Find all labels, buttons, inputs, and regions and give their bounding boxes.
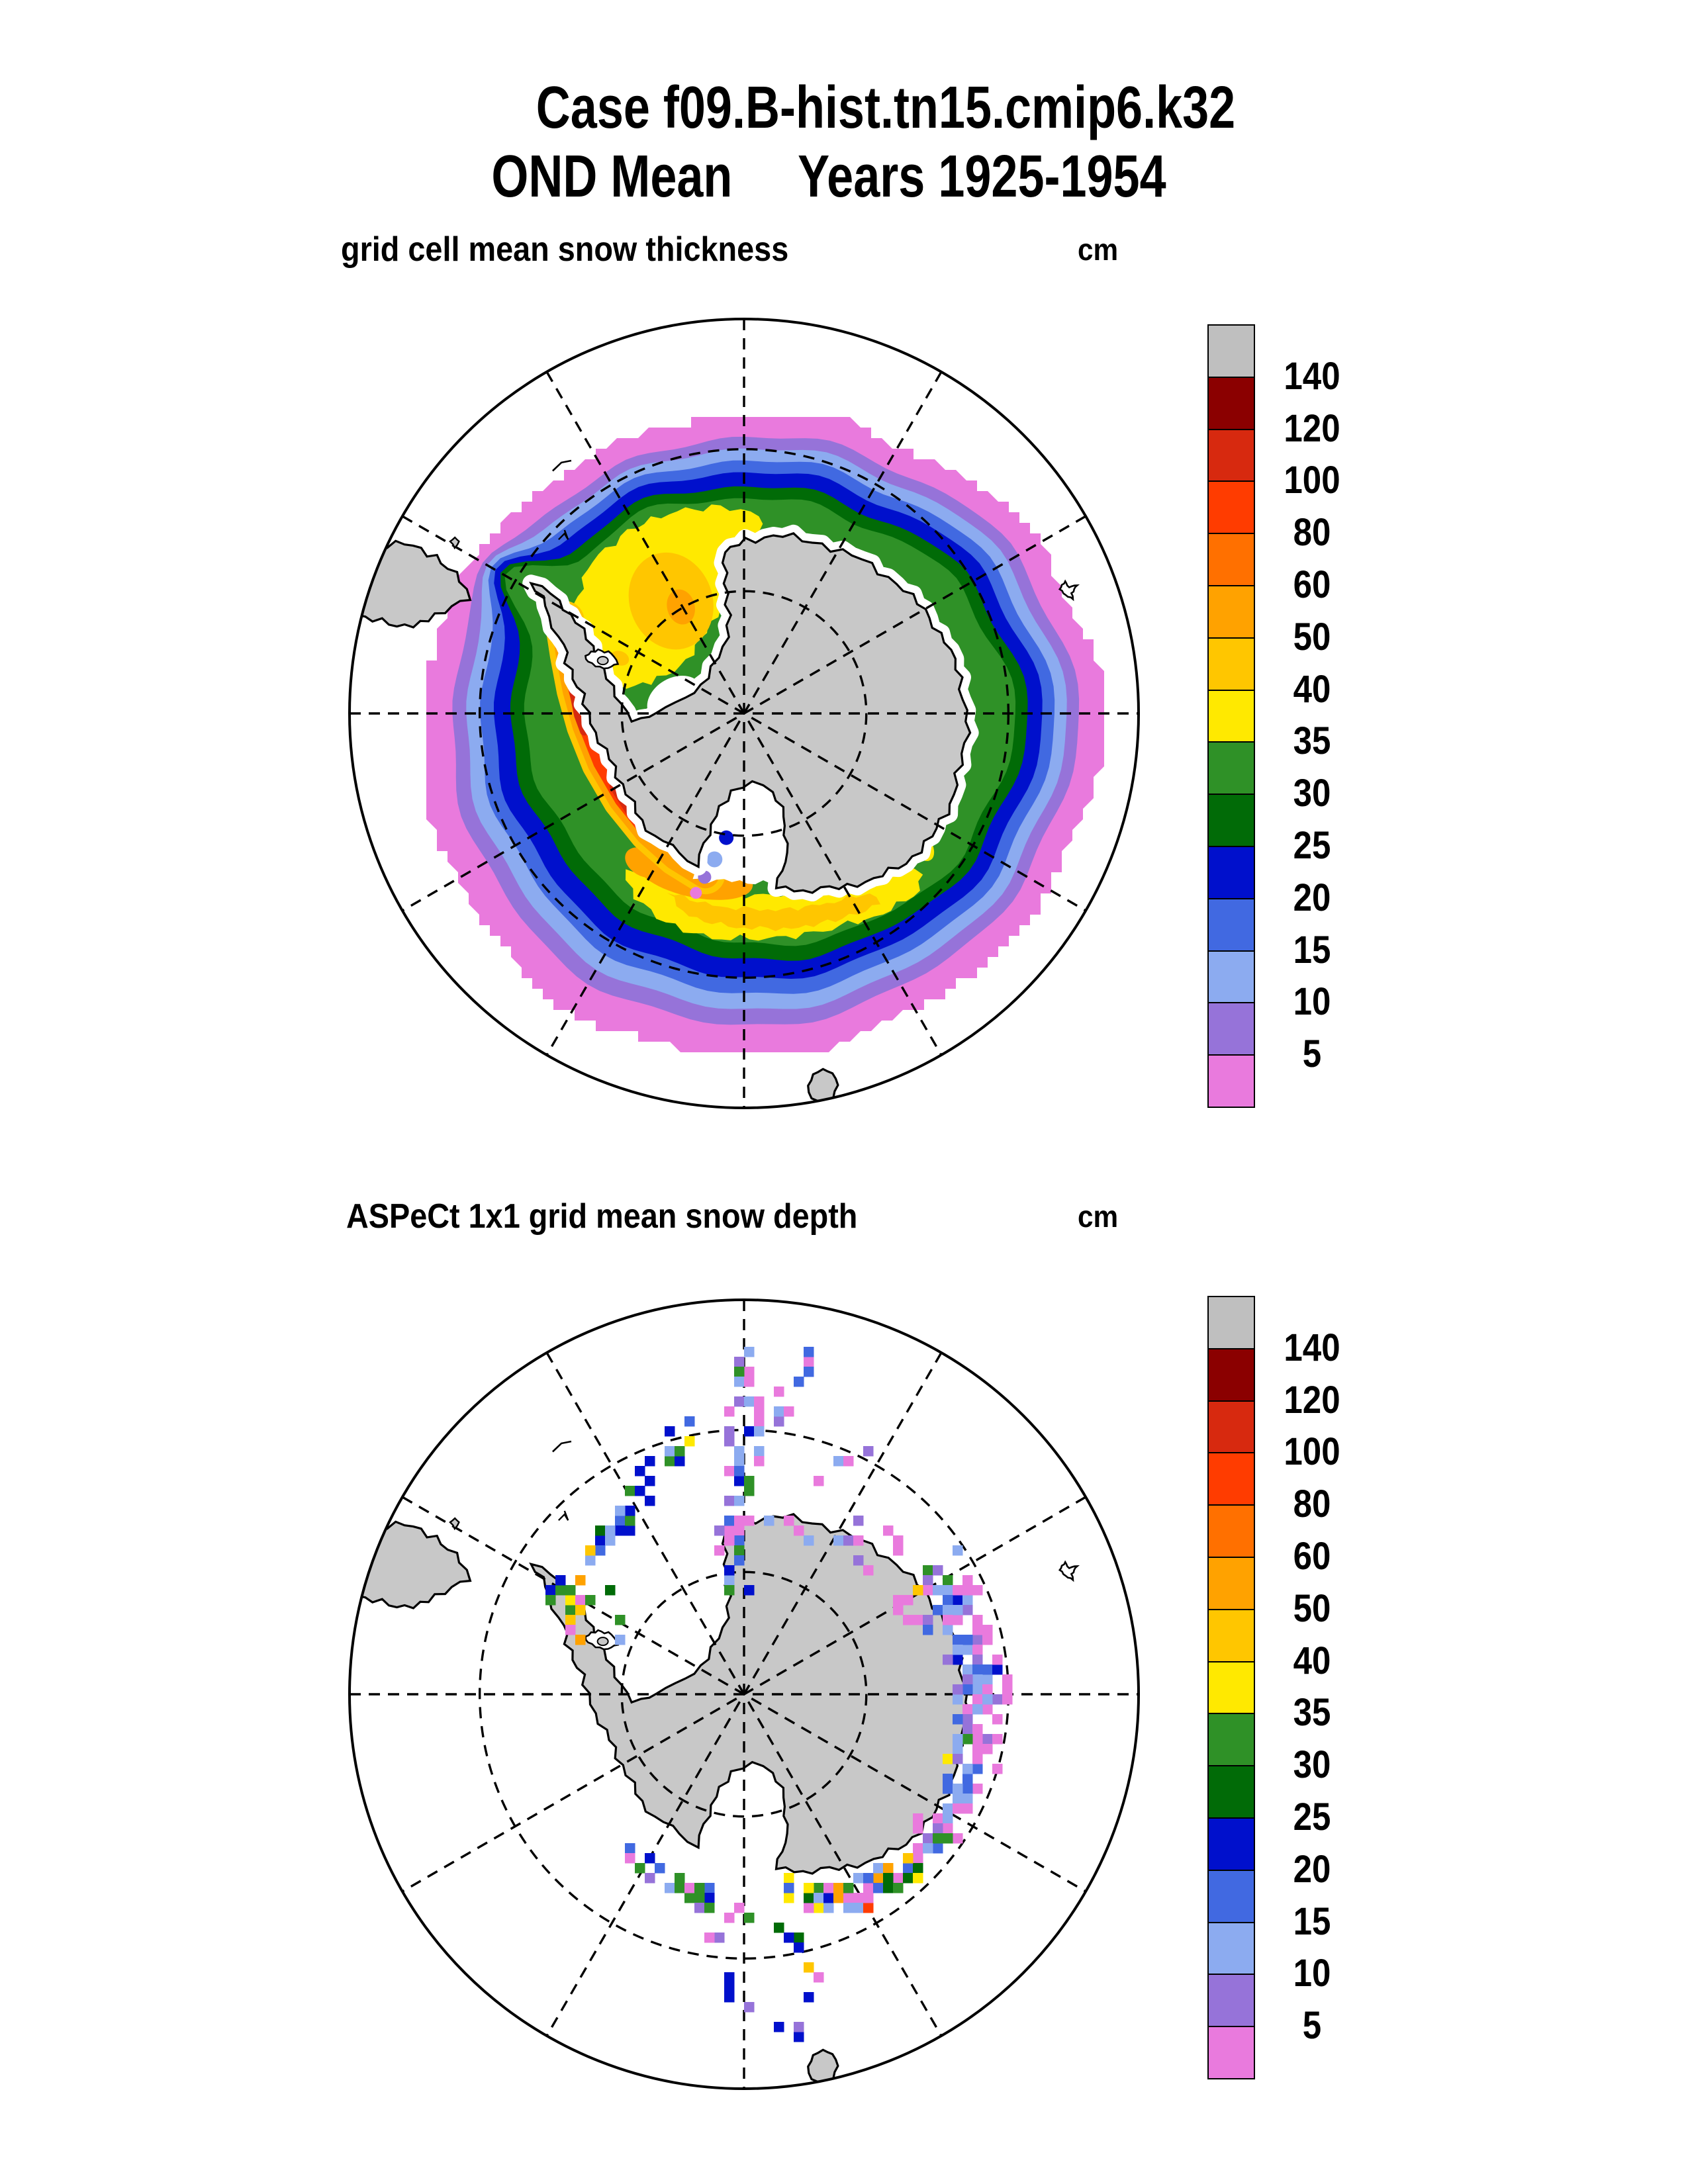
colorbar-swatch-orange: [1207, 585, 1255, 639]
colorbar-tick-label: 30: [1293, 1743, 1331, 1787]
antarctica-landmass: [531, 1514, 970, 1874]
colorbar-tick-label: 5: [1302, 1032, 1322, 1076]
colorbar-swatch-yellow: [1207, 1661, 1255, 1715]
map-frame-circle: [348, 1298, 1140, 2090]
antarctica-landmass: [531, 533, 970, 893]
colorbar-swatch-darkorange: [1207, 533, 1255, 586]
colorbar-swatch-darkgreen: [1207, 794, 1255, 847]
colorbar-swatch-pink: [1207, 2026, 1255, 2079]
colorbar-swatch-purple: [1207, 1974, 1255, 2028]
new-zealand-landmass: [808, 1069, 838, 1105]
colorbar-swatch-lightblue: [1207, 950, 1255, 1004]
colorbar-swatch-red: [1207, 1400, 1255, 1454]
colorbar-tick-label: 25: [1293, 824, 1331, 867]
colorbar-tick-label: 100: [1284, 1430, 1340, 1474]
south-sandwich-islands: [552, 1440, 572, 1453]
colorbar-model: 140 120 100 80 60 50 40 35 30 25 20 15 10 5: [1207, 324, 1366, 1109]
small-island: [449, 1517, 460, 1531]
panel-model-subtitle: grid cell mean snow thickness: [341, 230, 789, 269]
panel-aspect-subtitle: ASPeCt 1x1 grid mean snow depth: [346, 1197, 858, 1236]
colorbar-tick-label: 100: [1284, 459, 1340, 502]
colorbar-swatch-royalblue: [1207, 1869, 1255, 1923]
kerguelen-island: [1058, 579, 1080, 602]
colorbar-swatch-darkgreen: [1207, 1765, 1255, 1819]
figure-title-line2: OND Mean Years 1925-1954: [491, 144, 1166, 210]
colorbar-tick-label: 15: [1293, 928, 1331, 972]
panel-model-unit-label: cm: [1078, 232, 1119, 267]
colorbar-tick-label: 140: [1284, 354, 1340, 398]
colorbar-swatch-red: [1207, 428, 1255, 482]
small-island: [449, 536, 460, 550]
map-frame-circle: [348, 318, 1140, 1109]
colorbar-swatch-gray: [1207, 324, 1255, 378]
colorbar-swatch-darkorange: [1207, 1504, 1255, 1558]
colorbar-swatch-yellow: [1207, 689, 1255, 743]
colorbar-swatch-darkred: [1207, 376, 1255, 430]
colorbar-swatch-royalblue: [1207, 897, 1255, 952]
colorbar-swatch-orangered: [1207, 480, 1255, 535]
figure-title-line1: Case f09.B-hist.tn15.cmip6.k32: [536, 75, 1236, 141]
colorbar-tick-label: 60: [1293, 563, 1331, 606]
colorbar-tick-label: 120: [1284, 406, 1340, 450]
colorbar-tick-label: 40: [1293, 667, 1331, 711]
aspect-snow-depth-map: [348, 1298, 1140, 2090]
colorbar-tick-label: 15: [1293, 1899, 1331, 1943]
colorbar-tick-label: 30: [1293, 772, 1331, 815]
south-sandwich-islands: [552, 459, 572, 472]
colorbar-swatch-blue: [1207, 1817, 1255, 1871]
colorbar-tick-label: 5: [1302, 2004, 1322, 2048]
colorbar-swatch-darkred: [1207, 1347, 1255, 1402]
colorbar-tick-label: 25: [1293, 1796, 1331, 1839]
south-orkney-islands: [558, 529, 569, 541]
colorbar-swatch-orange: [1207, 1557, 1255, 1610]
panel-aspect-unit-label: cm: [1078, 1199, 1119, 1234]
colorbar-tick-label: 20: [1293, 876, 1331, 919]
colorbar-swatch-purple: [1207, 1002, 1255, 1056]
colorbar-tick-label: 40: [1293, 1639, 1331, 1682]
colorbar-swatch-gray: [1207, 1296, 1255, 1349]
colorbar-swatch-green: [1207, 1713, 1255, 1767]
kerguelen-island: [1058, 1560, 1080, 1582]
colorbar-tick-label: 140: [1284, 1326, 1340, 1369]
colorbar-swatch-lightblue: [1207, 1921, 1255, 1976]
observation-tracks: [545, 1347, 1013, 2042]
colorbar-tick-label: 35: [1293, 719, 1331, 763]
colorbar-tick-label: 80: [1293, 1482, 1331, 1526]
colorbar-tick-label: 50: [1293, 1586, 1331, 1630]
colorbar-swatch-pink: [1207, 1054, 1255, 1108]
colorbar-tick-label: 35: [1293, 1691, 1331, 1735]
colorbar-swatch-gold: [1207, 1608, 1255, 1662]
graticule: [350, 319, 1139, 1108]
colorbar-swatch-gold: [1207, 637, 1255, 691]
new-zealand-landmass: [808, 2050, 838, 2086]
snow-thickness-map: [348, 318, 1140, 1109]
colorbar-swatch-orangered: [1207, 1452, 1255, 1506]
colorbar-tick-label: 10: [1293, 1952, 1331, 1995]
colorbar-swatch-blue: [1207, 846, 1255, 899]
colorbar-swatch-green: [1207, 741, 1255, 796]
colorbar-tick-label: 120: [1284, 1378, 1340, 1422]
colorbar-tick-label: 60: [1293, 1535, 1331, 1578]
colorbar-tick-label: 10: [1293, 980, 1331, 1024]
colorbar-tick-label: 80: [1293, 511, 1331, 555]
colorbar-tick-label: 50: [1293, 615, 1331, 659]
south-orkney-islands: [558, 1510, 569, 1522]
colorbar-aspect: 140 120 100 80 60 50 40 35 30 25 20 15 10 5: [1207, 1296, 1366, 2080]
colorbar-tick-label: 20: [1293, 1847, 1331, 1891]
